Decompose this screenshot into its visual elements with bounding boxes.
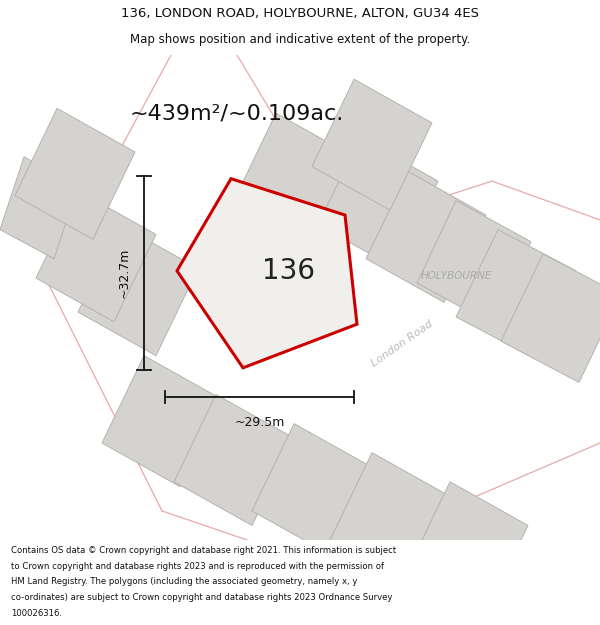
Polygon shape <box>408 482 528 612</box>
Text: HM Land Registry. The polygons (including the associated geometry, namely x, y: HM Land Registry. The polygons (includin… <box>11 578 357 586</box>
Polygon shape <box>177 179 357 368</box>
Text: ~32.7m: ~32.7m <box>118 248 131 298</box>
Polygon shape <box>330 452 450 584</box>
Polygon shape <box>252 424 372 554</box>
Polygon shape <box>174 394 294 526</box>
Polygon shape <box>15 108 135 239</box>
Text: 100026316.: 100026316. <box>11 609 62 618</box>
Polygon shape <box>366 171 486 302</box>
Polygon shape <box>312 79 432 210</box>
Text: London Road: London Road <box>369 319 435 369</box>
Polygon shape <box>102 356 222 487</box>
Polygon shape <box>36 191 156 322</box>
Text: 136: 136 <box>262 258 315 285</box>
Text: HOLYBOURNE: HOLYBOURNE <box>421 271 491 281</box>
Polygon shape <box>456 229 576 358</box>
Text: co-ordinates) are subject to Crown copyright and database rights 2023 Ordnance S: co-ordinates) are subject to Crown copyr… <box>11 593 392 602</box>
Polygon shape <box>318 138 438 268</box>
Text: ~29.5m: ~29.5m <box>235 416 284 429</box>
Polygon shape <box>0 157 78 259</box>
Text: Map shows position and indicative extent of the property.: Map shows position and indicative extent… <box>130 33 470 46</box>
Text: Contains OS data © Crown copyright and database right 2021. This information is : Contains OS data © Crown copyright and d… <box>11 546 396 555</box>
Polygon shape <box>417 201 531 324</box>
Polygon shape <box>234 113 354 244</box>
Text: to Crown copyright and database rights 2023 and is reproduced with the permissio: to Crown copyright and database rights 2… <box>11 562 384 571</box>
Polygon shape <box>78 225 198 356</box>
Text: 136, LONDON ROAD, HOLYBOURNE, ALTON, GU34 4ES: 136, LONDON ROAD, HOLYBOURNE, ALTON, GU3… <box>121 8 479 20</box>
Text: ~439m²/~0.109ac.: ~439m²/~0.109ac. <box>130 103 344 123</box>
Polygon shape <box>501 254 600 382</box>
